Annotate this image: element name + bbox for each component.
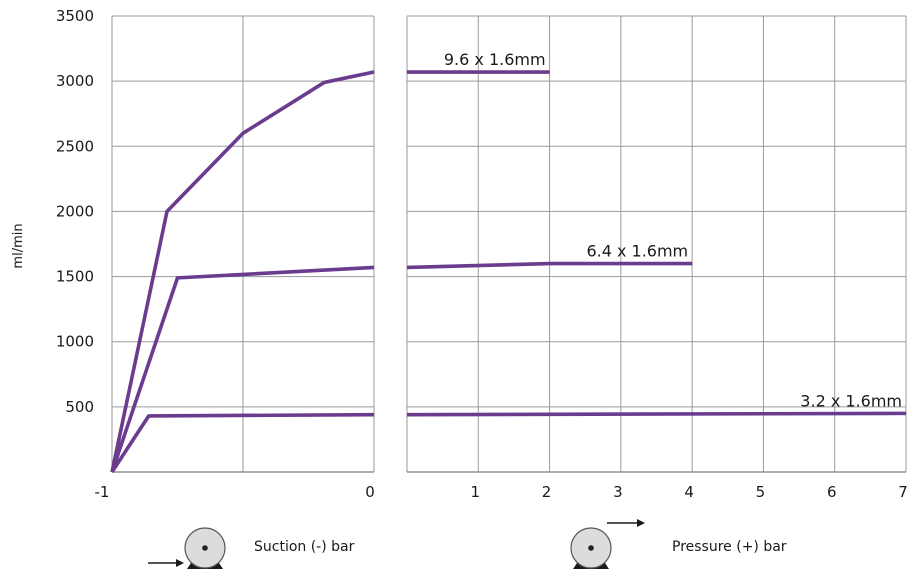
series-line-suction xyxy=(110,412,375,473)
y-tick-label: 3000 xyxy=(56,72,94,90)
y-tick-label: 500 xyxy=(65,398,94,416)
y-tick-label: 2500 xyxy=(56,137,94,155)
suction-label: Suction (-) bar xyxy=(254,539,355,555)
x-tick-label: 7 xyxy=(898,483,908,501)
axes: 3500 3000 2500 2000 1500 1000 500 -1 0 1 2 3 4 5 6 7 xyxy=(56,7,908,501)
x-tick-label: 3 xyxy=(613,483,623,501)
series-line-pressure xyxy=(406,411,907,417)
series-lines xyxy=(110,70,907,473)
x-tick-label: 4 xyxy=(684,483,694,501)
grid xyxy=(111,15,907,472)
x-tick-label: 6 xyxy=(827,483,837,501)
suction-pump-icon xyxy=(184,527,226,569)
x-tick-label: 1 xyxy=(471,483,481,501)
series-line-pressure xyxy=(406,261,693,270)
y-tick-label: 3500 xyxy=(56,7,94,25)
x-tick-label: 5 xyxy=(756,483,766,501)
pressure-label: Pressure (+) bar xyxy=(672,539,787,555)
y-tick-label: 1000 xyxy=(56,333,94,351)
y-axis-label: ml/min xyxy=(11,223,26,268)
y-tick-label: 2000 xyxy=(56,202,94,220)
x-tick-label: 0 xyxy=(365,483,375,501)
y-tick-label: 1500 xyxy=(56,268,94,286)
pressure-pump-icon xyxy=(570,527,612,569)
series-line-suction xyxy=(110,265,375,473)
series-line-suction xyxy=(110,70,375,473)
series-label: 3.2 x 1.6mm xyxy=(800,391,902,410)
data-labels: 9.6 x 1.6mm 6.4 x 1.6mm 3.2 x 1.6mm xyxy=(444,50,902,410)
x-tick-label: -1 xyxy=(95,483,110,501)
series-label: 9.6 x 1.6mm xyxy=(444,50,546,69)
series-label: 6.4 x 1.6mm xyxy=(586,242,688,261)
arrow-right-icon xyxy=(607,519,645,527)
x-tick-label: 2 xyxy=(542,483,552,501)
arrow-right-icon xyxy=(148,559,184,567)
